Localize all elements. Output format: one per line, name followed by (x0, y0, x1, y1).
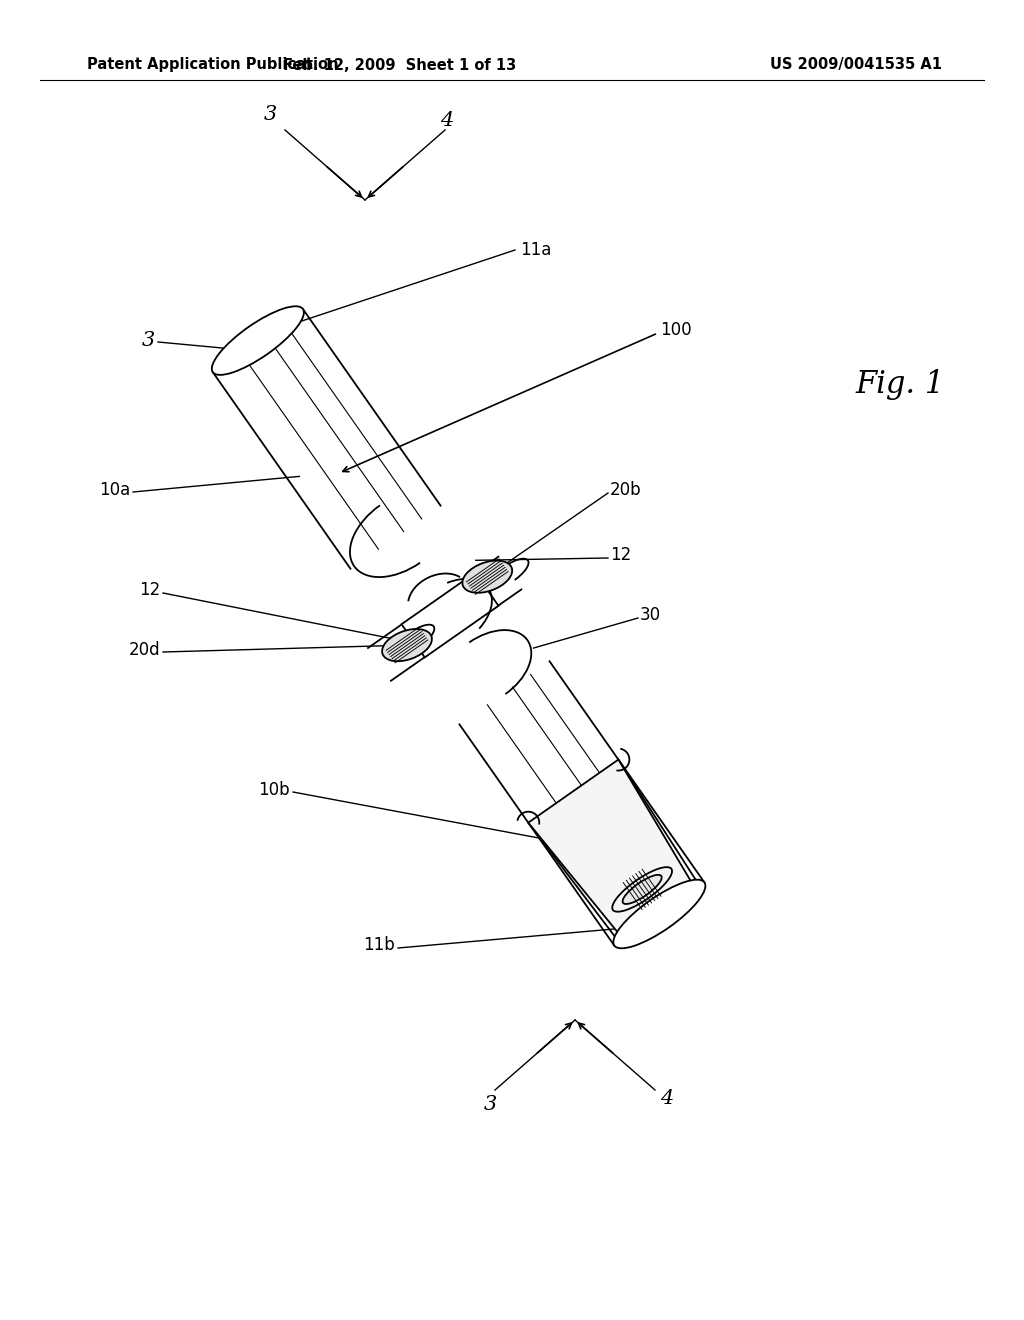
Polygon shape (460, 661, 705, 945)
Ellipse shape (382, 630, 432, 661)
Text: 11a: 11a (520, 242, 551, 259)
Polygon shape (213, 309, 440, 569)
Text: 12: 12 (138, 581, 160, 599)
Text: 10b: 10b (258, 781, 290, 799)
Text: Patent Application Publication: Patent Application Publication (87, 58, 339, 73)
Text: 20d: 20d (128, 642, 160, 659)
Polygon shape (401, 573, 499, 657)
Text: 30: 30 (640, 606, 662, 624)
Ellipse shape (613, 879, 706, 948)
Text: 10a: 10a (98, 480, 130, 499)
Text: 11b: 11b (364, 936, 395, 954)
Text: 3: 3 (141, 330, 155, 350)
Text: 20b: 20b (610, 480, 642, 499)
Text: 3: 3 (263, 106, 276, 124)
Text: US 2009/0041535 A1: US 2009/0041535 A1 (770, 58, 942, 73)
Text: 12: 12 (610, 546, 631, 564)
Text: Fig. 1: Fig. 1 (855, 370, 944, 400)
Ellipse shape (212, 306, 304, 375)
Text: Feb. 12, 2009  Sheet 1 of 13: Feb. 12, 2009 Sheet 1 of 13 (284, 58, 517, 73)
Text: 4: 4 (440, 111, 454, 129)
Polygon shape (528, 759, 695, 940)
Text: 4: 4 (660, 1089, 674, 1107)
Text: 3: 3 (483, 1096, 497, 1114)
Text: 100: 100 (660, 321, 691, 339)
Ellipse shape (463, 561, 512, 593)
Ellipse shape (623, 875, 662, 904)
